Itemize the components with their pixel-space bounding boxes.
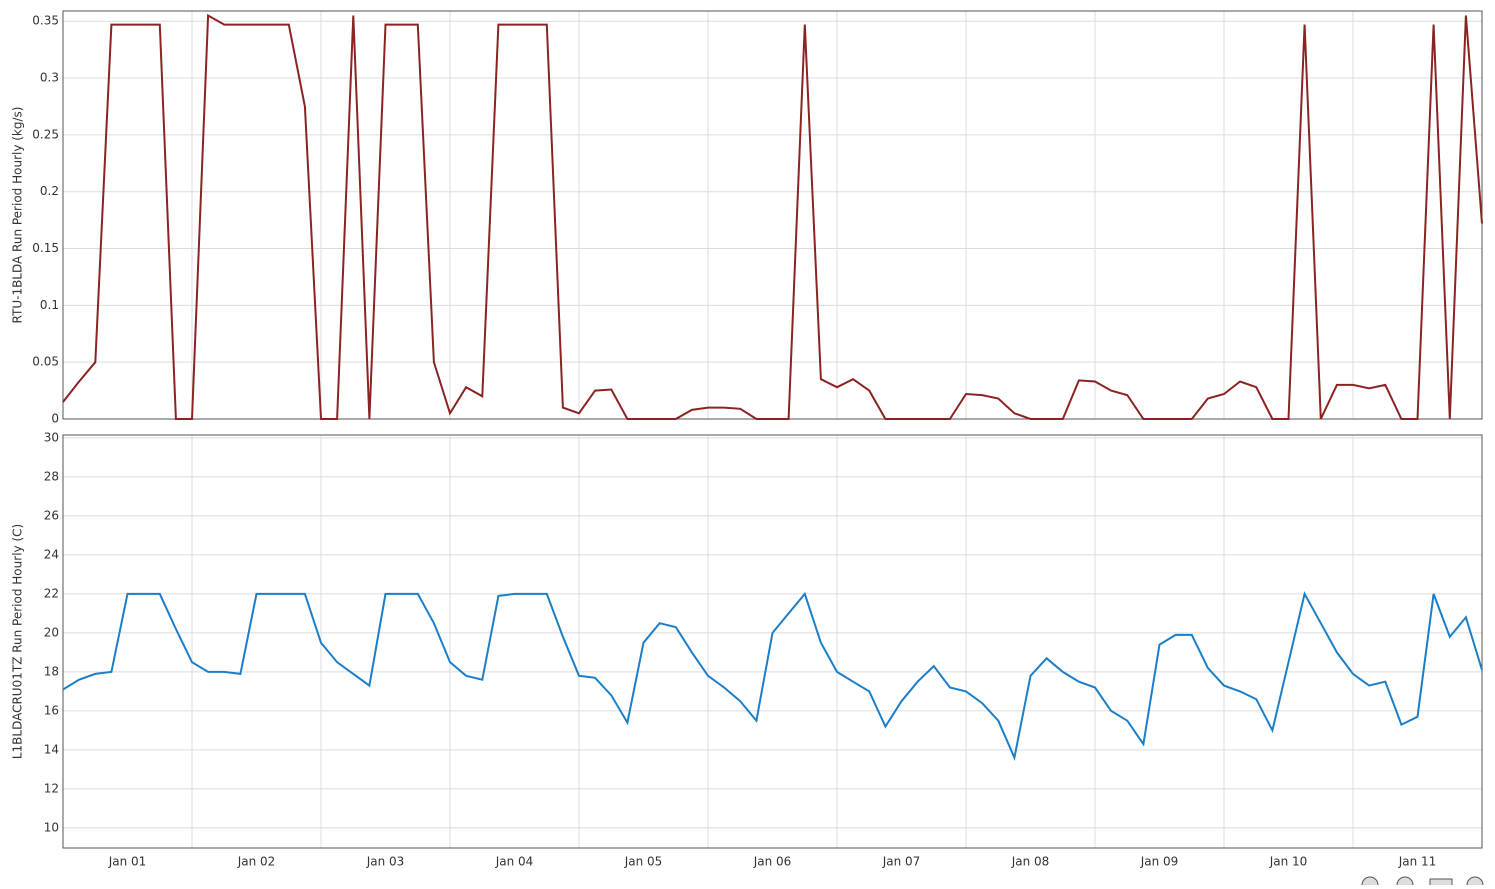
y-tick-label: 12 [44,781,59,795]
y-tick-label: 0.05 [32,355,59,369]
y-tick-label: 0.3 [40,71,59,85]
x-tick-label: Jan 08 [1011,855,1050,869]
y-tick-label: 20 [44,625,59,639]
bottom-frame [62,434,1483,849]
zoom-in[interactable] [1361,876,1379,889]
x-tick-label: Jan 11 [1398,855,1437,869]
y-tick-label: 24 [44,547,59,561]
reset[interactable] [1466,876,1484,889]
toolbar[interactable] [1361,876,1484,889]
y-axis-title: L1BLDACRU01TZ Run Period Hourly (C) [11,524,25,759]
x-tick-label: Jan 06 [753,855,792,869]
y-tick-label: 0 [51,412,59,426]
x-tick-label: Jan 04 [495,855,534,869]
data-line [62,591,1483,762]
x-tick-label: Jan 03 [366,855,405,869]
fit[interactable] [1429,878,1453,889]
x-tick-label: Jan 01 [108,855,147,869]
y-tick-label: 0.25 [32,127,59,141]
top-frame [62,10,1483,420]
x-tick-label: Jan 07 [882,855,921,869]
y-tick-label: 0.15 [32,241,59,255]
y-tick-label: 0.35 [32,14,59,28]
x-tick-label: Jan 02 [237,855,276,869]
y-tick-label: 22 [44,586,59,600]
y-tick-label: 26 [44,508,59,522]
y-tick-label: 10 [44,820,59,834]
y-tick-label: 30 [44,430,59,444]
zoom-out[interactable] [1396,876,1414,889]
y-tick-label: 28 [44,469,59,483]
x-tick-label: Jan 10 [1269,855,1308,869]
y-tick-label: 14 [44,742,59,756]
y-tick-label: 0.1 [40,298,59,312]
data-line [62,13,1483,420]
y-tick-label: 18 [44,664,59,678]
y-axis-title: RTU-1BLDA Run Period Hourly (kg/s) [11,107,25,324]
y-tick-label: 16 [44,703,59,717]
x-tick-label: Jan 09 [1140,855,1179,869]
x-tick-label: Jan 05 [624,855,663,869]
y-tick-label: 0.2 [40,184,59,198]
